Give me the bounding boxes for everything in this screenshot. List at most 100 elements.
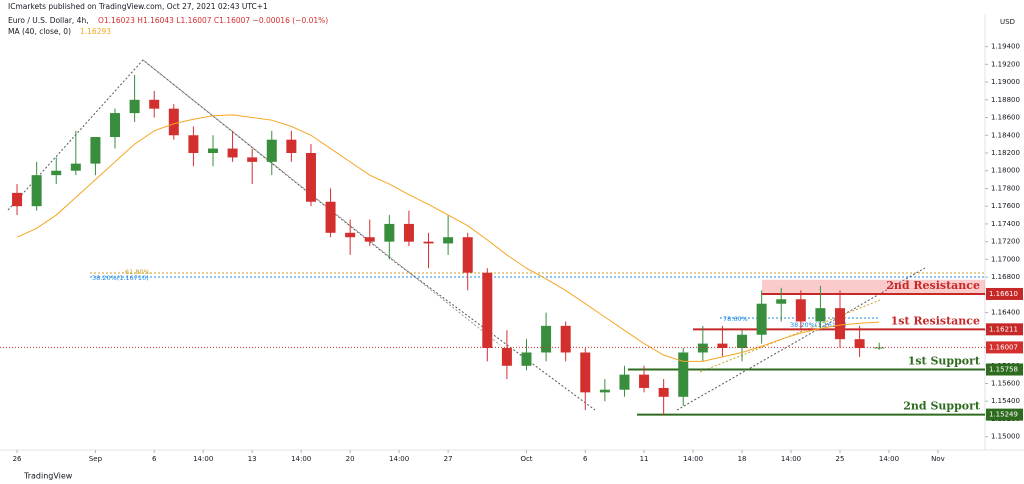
level-price-tag: [986, 323, 1023, 336]
x-tick-label: 14:00: [389, 455, 409, 463]
y-tick-label: 1.19200: [991, 60, 1020, 68]
y-tick-label: 1.16400: [991, 309, 1020, 317]
level-price: 1.15249: [989, 411, 1018, 419]
currency: USD: [1000, 18, 1015, 26]
candle-body: [70, 163, 81, 171]
candle-body: [482, 272, 493, 349]
footer-logo: TradingView: [23, 472, 73, 481]
candle-body: [737, 334, 748, 349]
fib-label: 61.80%: [125, 268, 150, 276]
candle-body: [168, 108, 179, 136]
candle-body: [51, 170, 62, 176]
candle-body: [149, 99, 160, 109]
candle-body: [423, 241, 434, 244]
level-price: 1.16610: [989, 290, 1018, 298]
current-price-tag: [986, 341, 1023, 354]
candle-body: [384, 223, 395, 242]
fib-label: 38.20%(1.16195): [790, 321, 847, 329]
x-tick-label: 6: [152, 455, 157, 463]
x-tick-label: 20: [346, 455, 355, 463]
candle-body: [403, 223, 414, 242]
candle-body: [462, 237, 473, 273]
symbol: Euro / U.S. Dollar, 4h,: [8, 16, 89, 25]
candle-body: [31, 175, 42, 207]
level-price-tag: [986, 287, 1023, 300]
candle-body: [207, 148, 218, 153]
ma-legend-value: 1.16293: [80, 27, 111, 36]
current-price-label: 1.16007: [989, 343, 1018, 351]
candle-body: [188, 135, 199, 153]
x-tick-label: 11: [640, 455, 649, 463]
candle-body: [286, 139, 297, 153]
candle-body: [835, 308, 846, 340]
x-tick-label: 14:00: [781, 455, 801, 463]
y-tick-label: 1.16800: [991, 273, 1020, 281]
y-tick-label: 1.15600: [991, 380, 1020, 388]
candle-body: [658, 387, 669, 397]
y-tick-label: 1.18200: [991, 149, 1020, 157]
candle-body: [501, 348, 512, 366]
y-tick-label: 1.18400: [991, 131, 1020, 139]
level-price: 1.15758: [989, 365, 1018, 373]
x-tick-label: 14:00: [291, 455, 311, 463]
candle-body: [756, 303, 767, 335]
fib-label: 78.60%: [723, 315, 748, 323]
x-tick-label: 13: [248, 455, 257, 463]
candle-body: [266, 139, 277, 162]
x-tick-label: Nov: [931, 455, 945, 463]
candle-body: [247, 157, 258, 162]
level-name: 2nd Resistance: [886, 279, 980, 292]
level-name: 1st Support: [908, 354, 981, 367]
x-tick-label: 14:00: [683, 455, 703, 463]
y-tick-label: 1.17600: [991, 202, 1020, 210]
x-tick-label: Sep: [89, 455, 103, 463]
candle-body: [697, 343, 708, 353]
x-tick-label: 18: [738, 455, 747, 463]
candle-body: [305, 152, 316, 202]
y-tick-label: 1.18800: [991, 96, 1020, 104]
candle-body: [90, 137, 101, 164]
y-tick-label: 1.15400: [991, 397, 1020, 405]
candle-body: [776, 299, 787, 304]
candle-body: [854, 339, 865, 349]
candle-body: [639, 374, 650, 388]
x-tick-label: 27: [444, 455, 453, 463]
publisher: ICmarkets published on TradingView.com, …: [8, 2, 268, 11]
x-tick-label: 6: [583, 455, 588, 463]
resistance-zone: [762, 279, 985, 294]
candle-body: [619, 374, 630, 390]
level-name: 1st Resistance: [891, 314, 980, 327]
y-tick-label: 1.17400: [991, 220, 1020, 228]
candle-body: [129, 99, 140, 114]
candle-body: [227, 148, 238, 158]
candle-body: [364, 237, 375, 242]
fib-label: 38.20%(1.16710): [92, 274, 149, 282]
ma-line: [16, 114, 880, 362]
level-price-tag: [986, 408, 1023, 421]
candle-body: [521, 352, 532, 366]
candle-body: [580, 352, 591, 393]
y-tick-label: 1.15000: [991, 433, 1020, 441]
y-tick-label: 1.18600: [991, 114, 1020, 122]
ohlc: O1.16023 H1.16043 L1.16007 C1.16007 −0.0…: [98, 16, 328, 25]
x-tick-label: Oct: [520, 455, 532, 463]
x-tick-label: 26: [13, 455, 22, 463]
y-tick-label: 1.19000: [991, 78, 1020, 86]
candle-body: [443, 237, 454, 244]
level-price: 1.16211: [989, 325, 1018, 333]
candle-body: [110, 113, 121, 138]
candle-body: [560, 325, 571, 353]
x-tick-label: 14:00: [193, 455, 213, 463]
candle-body: [795, 299, 806, 322]
level-price-tag: [986, 363, 1023, 376]
level-name: 2nd Support: [903, 400, 981, 413]
candle-body: [717, 343, 728, 349]
ma-legend: MA (40, close, 0): [8, 27, 71, 36]
y-tick-label: 1.17800: [991, 184, 1020, 192]
y-tick-label: 1.17200: [991, 238, 1020, 246]
candle-body: [815, 308, 826, 322]
candle-body: [12, 192, 23, 207]
candle-body: [678, 352, 689, 397]
